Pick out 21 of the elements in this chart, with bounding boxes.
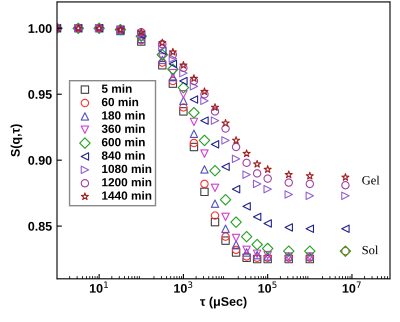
legend-label: 5 min xyxy=(102,84,132,93)
y-tick-label: 0.85 xyxy=(28,222,52,231)
legend-label: 60 min xyxy=(102,98,138,106)
annotation: Gel xyxy=(362,176,380,185)
y-tick-label: 0.90 xyxy=(28,156,52,165)
legend-label: 840 min xyxy=(102,151,145,160)
y-tick-label: 1.00 xyxy=(28,24,52,33)
legend-label: 1200 min xyxy=(102,178,152,186)
legend-label: 360 min xyxy=(102,124,145,133)
y-tick-label: 0.95 xyxy=(28,90,52,99)
x-tick-label: 10$^{7}$ xyxy=(342,282,361,293)
x-tick-label: 10$^{5}$ xyxy=(258,282,277,293)
legend-label: 180 min xyxy=(102,110,145,120)
x-axis-title: τ (μSec) xyxy=(200,296,247,308)
x-tick-label: 10$^{1}$ xyxy=(90,282,108,293)
legend-label: 1440 min xyxy=(102,191,152,200)
annotation: Sol xyxy=(362,245,378,254)
y-axis-title: S(q,τ) xyxy=(10,124,22,157)
x-tick-label: 10$^{3}$ xyxy=(174,281,192,293)
legend-label: 1080 min xyxy=(102,164,152,174)
legend-label: 600 min xyxy=(102,138,145,146)
